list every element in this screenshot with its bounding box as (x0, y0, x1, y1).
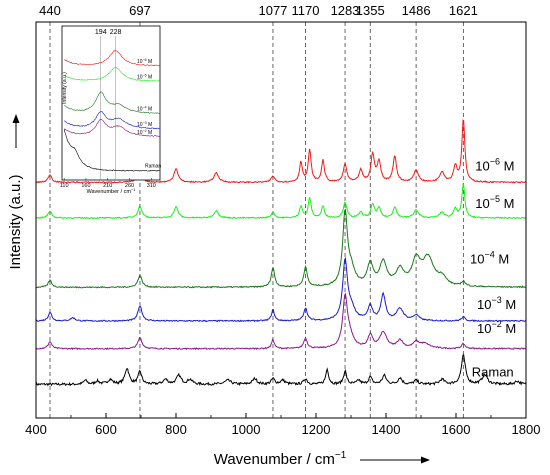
inset-series-label: 10−5 M (137, 73, 152, 80)
series-label: 10−4 M (470, 250, 509, 267)
peak-marker-label: 440 (39, 3, 61, 18)
spectrum-line (35, 119, 527, 184)
inset-x-ticks (63, 178, 152, 180)
inset-spectrum-line (63, 67, 160, 82)
inset-spectrum-line (63, 119, 160, 137)
series-label: 10−3 M (477, 295, 516, 312)
peak-marker-label: 697 (129, 3, 151, 18)
spectrum-line (35, 183, 527, 220)
x-tick-label: 1000 (232, 422, 261, 437)
spectrum-line (35, 292, 527, 351)
inset-series-label: 10−6 M (137, 58, 152, 65)
inset-x-tick-label: 310 (147, 183, 156, 189)
inset-series-label: 10−2 M (137, 129, 152, 136)
inset-peak-marker-lines (100, 36, 116, 180)
inset-x-tick-label: 210 (103, 183, 112, 189)
spectrum-line (35, 354, 527, 387)
y-axis-arrow-head (12, 114, 20, 123)
x-axis-ticks (35, 413, 527, 418)
spectra-series (35, 119, 527, 387)
inset-chart: 194 228 Raman 10−2 M10−3 M 10−4 M 10−5 M 10−6… (60, 25, 161, 195)
inset-spectrum-line (64, 91, 160, 114)
x-axis-arrow-head (421, 456, 430, 464)
inset-series-label: 10−4 M (137, 106, 152, 113)
x-tick-label: 600 (95, 422, 117, 437)
inset-peak-marker-label: 228 (110, 29, 122, 36)
inset-series-label: 10−3 M (137, 121, 152, 128)
series-label: 10−2 M (477, 319, 516, 336)
spectrum-line (35, 208, 527, 289)
peak-marker-label: 1077 (258, 3, 287, 18)
inset-x-tick-labels: 110 160 210 260 310 (60, 183, 156, 189)
x-tick-label: 800 (165, 422, 187, 437)
peak-marker-label: 1486 (402, 3, 431, 18)
y-axis-label: Intensity (a.u.) (7, 174, 24, 269)
inset-y-axis-label: Intensity (a.u.) (62, 72, 68, 104)
x-tick-label: 400 (25, 422, 47, 437)
spectrum-line (35, 256, 527, 323)
inset-peak-marker-labels: 194 228 (95, 29, 122, 36)
peak-marker-label: 1355 (356, 3, 385, 18)
x-tick-label: 1800 (512, 422, 541, 437)
peak-marker-label: 1170 (292, 3, 320, 18)
series-label: 10−5 M (475, 194, 514, 211)
peak-marker-label: 1621 (449, 3, 478, 18)
series-label: 10−6 M (475, 157, 514, 174)
x-tick-label: 1400 (372, 422, 401, 437)
inset-x-tick-label: 110 (60, 183, 69, 189)
inset-series-labels: Raman 10−2 M10−3 M 10−4 M 10−5 M 10−6 M (137, 58, 161, 170)
inset-spectrum-line (63, 129, 160, 172)
inset-spectrum-line (64, 49, 160, 67)
inset-frame (61, 25, 161, 181)
peak-marker-label: 1283 (331, 3, 360, 18)
x-tick-label: 1600 (442, 422, 471, 437)
inset-spectrum-line (64, 111, 160, 130)
inset-x-axis-label: Wavenumber / cm−1 (87, 187, 137, 195)
x-axis-label: Wavenumber / cm−1 (214, 450, 347, 468)
series-labels: Raman 10−2 M 10−3 M 10−4 M 10−5 M 10−6 M (470, 157, 516, 380)
x-tick-label: 1200 (302, 422, 331, 437)
inset-peak-marker-label: 194 (95, 29, 107, 36)
inset-x-tick-label: 160 (81, 183, 90, 189)
x-axis-tick-labels: 400 600 800 1000 1200 1400 1600 1800 (25, 422, 540, 437)
series-label: Raman (472, 364, 514, 379)
inset-spectra-series (63, 49, 160, 172)
inset-x-tick-label: 260 (125, 183, 134, 189)
inset-series-label: Raman (145, 164, 161, 170)
